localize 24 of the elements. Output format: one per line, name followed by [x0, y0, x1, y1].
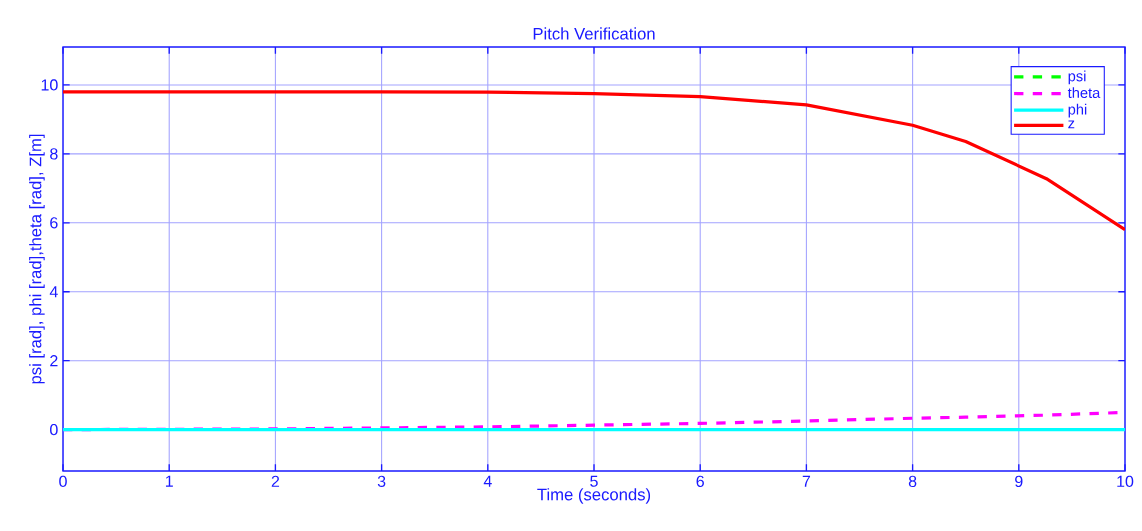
x-tick-label: 2 — [271, 475, 280, 487]
y-tick-label: 0 — [50, 423, 58, 436]
legend-label: psi — [1068, 70, 1086, 85]
x-tick-label: 7 — [802, 475, 811, 487]
chart-title: Pitch Verification — [533, 27, 655, 40]
x-tick-label: 6 — [696, 475, 704, 488]
y-axis-title: psi [rad], phi [rad],theta [rad], Z[m] — [29, 134, 45, 384]
x-tick-label: 0 — [59, 475, 67, 488]
y-tick-label: 2 — [50, 355, 58, 367]
legend-label: theta — [1067, 87, 1101, 98]
y-tick-label: 8 — [50, 148, 58, 160]
x-axis-title: Time (seconds) — [537, 488, 651, 504]
x-tick-label: 1 — [165, 475, 173, 487]
y-tick-label: 6 — [50, 217, 58, 229]
x-tick-label: 3 — [377, 475, 386, 488]
y-tick-label: 10 — [41, 79, 58, 91]
x-tick-label: 4 — [483, 475, 492, 487]
y-tick-label: 4 — [49, 286, 58, 298]
x-tick-label: 10 — [1117, 475, 1134, 488]
x-tick-label: 5 — [590, 475, 598, 487]
x-tick-label: 8 — [908, 475, 917, 488]
legend-label: phi — [1068, 103, 1087, 118]
legend-label: z — [1068, 120, 1075, 129]
x-tick-label: 9 — [1015, 475, 1023, 488]
